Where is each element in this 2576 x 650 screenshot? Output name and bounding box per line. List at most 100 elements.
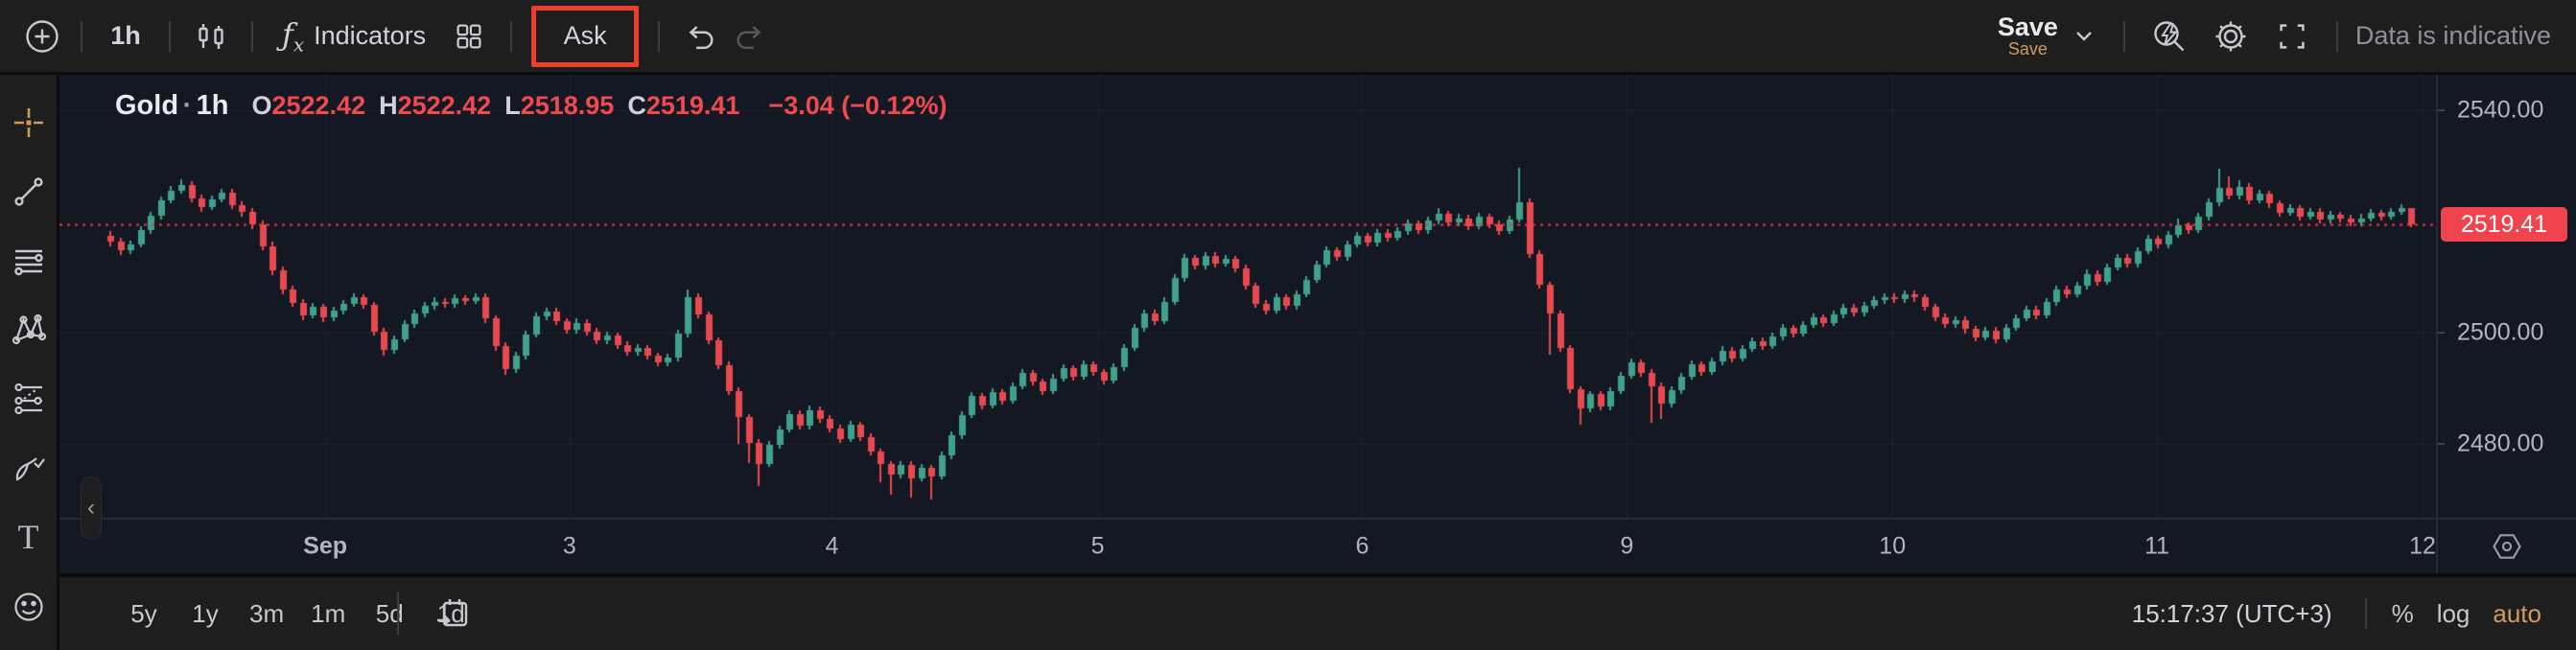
save-button[interactable]: Save Save — [1998, 13, 2058, 58]
drawing-toolbar: T — [0, 75, 59, 650]
text-tool-icon: T — [17, 518, 39, 556]
log-scale-button[interactable]: log — [2436, 598, 2471, 628]
legend-interval: 1h — [196, 90, 229, 121]
layout-grid-button[interactable] — [441, 10, 497, 63]
undo-button[interactable] — [673, 10, 725, 63]
symbol-add-button[interactable] — [17, 10, 67, 63]
grid-layout-icon — [451, 18, 487, 55]
range-buttons: 5y 1y 3m 1m 5d 1d — [117, 577, 478, 650]
auto-scale-button[interactable]: auto — [2493, 598, 2541, 628]
toolbar-separator — [2122, 20, 2125, 52]
data-indicative-notice: Data is indicative — [2354, 21, 2551, 50]
plus-circle-icon — [23, 17, 61, 56]
chart-pane: Gold · 1h O2522.42 H2522.42 L2518.95 C2519.… — [59, 75, 2436, 518]
legend-ohlc-values: O2522.42 H2522.42 L2518.95 C2519.41 — [251, 91, 753, 121]
price-axis-label: 2480.00 — [2457, 429, 2544, 457]
chart-style-button[interactable] — [184, 10, 238, 63]
collapse-chevron-icon: ‹ — [87, 495, 95, 521]
gear-icon — [2212, 17, 2250, 56]
fib-retracement-tool-button[interactable] — [7, 242, 51, 280]
toolbar-separator — [81, 20, 82, 52]
legend-ohlc-item: C2519.41 — [627, 91, 740, 120]
time-axis-label: 4 — [825, 532, 839, 560]
range-button-5y[interactable]: 5y — [117, 592, 171, 635]
bottom-toolbar: 5y 1y 3m 1m 5d 1d 15:17:37 (UTC+3) % log auto — [59, 573, 2576, 650]
toolbar-separator — [397, 592, 399, 635]
chart-legend: Gold · 1h O2522.42 H2522.42 L2518.95 C2519.… — [115, 90, 948, 121]
price-axis-label: 2540.00 — [2457, 96, 2544, 124]
candlestick-style-icon — [192, 17, 230, 56]
toolbar-separator — [169, 20, 171, 52]
quick-search-button[interactable] — [2139, 10, 2200, 63]
trend-line-icon — [10, 173, 48, 211]
time-axis-label: Sep — [303, 532, 348, 560]
time-axis-label: 6 — [1355, 532, 1370, 560]
range-button-3m[interactable]: 3m — [240, 592, 293, 635]
indicators-button[interactable]: ƒx Indicators — [267, 10, 441, 63]
settings-button[interactable] — [2200, 10, 2261, 63]
toolbar-collapse-handle[interactable]: ‹ — [81, 476, 102, 540]
crosshair-icon — [10, 104, 48, 142]
toolbar-separator — [510, 20, 513, 52]
forecast-projection-icon — [10, 380, 48, 418]
redo-icon — [733, 18, 769, 55]
percent-scale-button[interactable]: % — [2391, 598, 2414, 628]
legend-ohlc-item: O2522.42 — [251, 91, 366, 120]
axis-corner — [2436, 518, 2576, 573]
save-menu-button[interactable] — [2058, 10, 2110, 63]
range-button-1y[interactable]: 1y — [178, 592, 232, 635]
text-tool-button[interactable]: T — [7, 518, 51, 556]
time-axis-label: 9 — [1620, 532, 1634, 560]
session-clock[interactable]: 15:17:37 (UTC+3) — [2131, 598, 2332, 628]
ask-button[interactable]: Ask — [542, 10, 628, 63]
toolbar-separator — [251, 20, 253, 52]
brush-tool-button[interactable] — [7, 449, 51, 487]
undo-icon — [681, 18, 717, 55]
fullscreen-icon — [2274, 18, 2310, 55]
brush-icon — [10, 449, 48, 487]
time-axis-label: 12 — [2409, 532, 2436, 560]
toolbar-separator — [2364, 598, 2367, 629]
price-axis-tick — [2438, 109, 2445, 112]
time-axis-label: 10 — [1879, 532, 1907, 560]
fx-icon: ƒx — [282, 15, 305, 57]
indicators-label: Indicators — [314, 21, 427, 50]
time-axis-label: 5 — [1090, 532, 1105, 560]
legend-symbol[interactable]: Gold — [115, 90, 179, 121]
redo-button[interactable] — [725, 10, 777, 63]
ask-button-highlight: Ask — [531, 5, 640, 67]
toolbar-separator — [658, 20, 661, 52]
range-button-5d[interactable]: 5d — [363, 592, 416, 635]
smiley-icon — [10, 587, 48, 625]
candlestick-canvas[interactable] — [59, 75, 2436, 518]
price-axis-tick — [2438, 331, 2445, 334]
top-toolbar-left: 1h ƒx Indicators — [0, 0, 777, 72]
trend-line-tool-button[interactable] — [7, 173, 51, 211]
legend-ohlc-item: L2518.95 — [504, 91, 615, 120]
interval-button[interactable]: 1h — [96, 10, 155, 63]
time-axis-label: 3 — [562, 532, 576, 560]
emoji-tool-button[interactable] — [7, 587, 51, 625]
crosshair-tool-button[interactable] — [7, 104, 51, 142]
scale-settings-icon[interactable] — [2490, 529, 2524, 564]
go-to-date-button[interactable] — [424, 591, 481, 637]
range-button-1m[interactable]: 1m — [301, 592, 355, 635]
save-status: Save — [2007, 39, 2048, 59]
price-axis-tick — [2438, 442, 2445, 445]
price-axis-label: 2500.00 — [2457, 318, 2544, 346]
legend-change: −3.04 (−0.12%) — [768, 91, 948, 120]
bottom-toolbar-right: 15:17:37 (UTC+3) % log auto — [2132, 577, 2576, 650]
projection-tool-button[interactable] — [7, 380, 51, 418]
toolbar-separator — [2335, 20, 2338, 52]
chevron-down-icon — [2074, 29, 2094, 44]
price-axis[interactable]: 2540.00 2500.00 2480.00 2519.41 — [2436, 75, 2576, 518]
fullscreen-button[interactable] — [2261, 10, 2323, 63]
save-label: Save — [1997, 12, 2058, 41]
xabcd-pattern-icon — [10, 311, 48, 349]
legend-ohlc-item: H2522.42 — [379, 91, 492, 120]
top-toolbar-right: Save Save — [1998, 0, 2576, 72]
lightning-magnifier-icon — [2150, 17, 2189, 56]
time-axis[interactable]: Sep 3 4 5 6 9 10 11 12 — [59, 518, 2436, 573]
pattern-tool-button[interactable] — [7, 311, 51, 349]
